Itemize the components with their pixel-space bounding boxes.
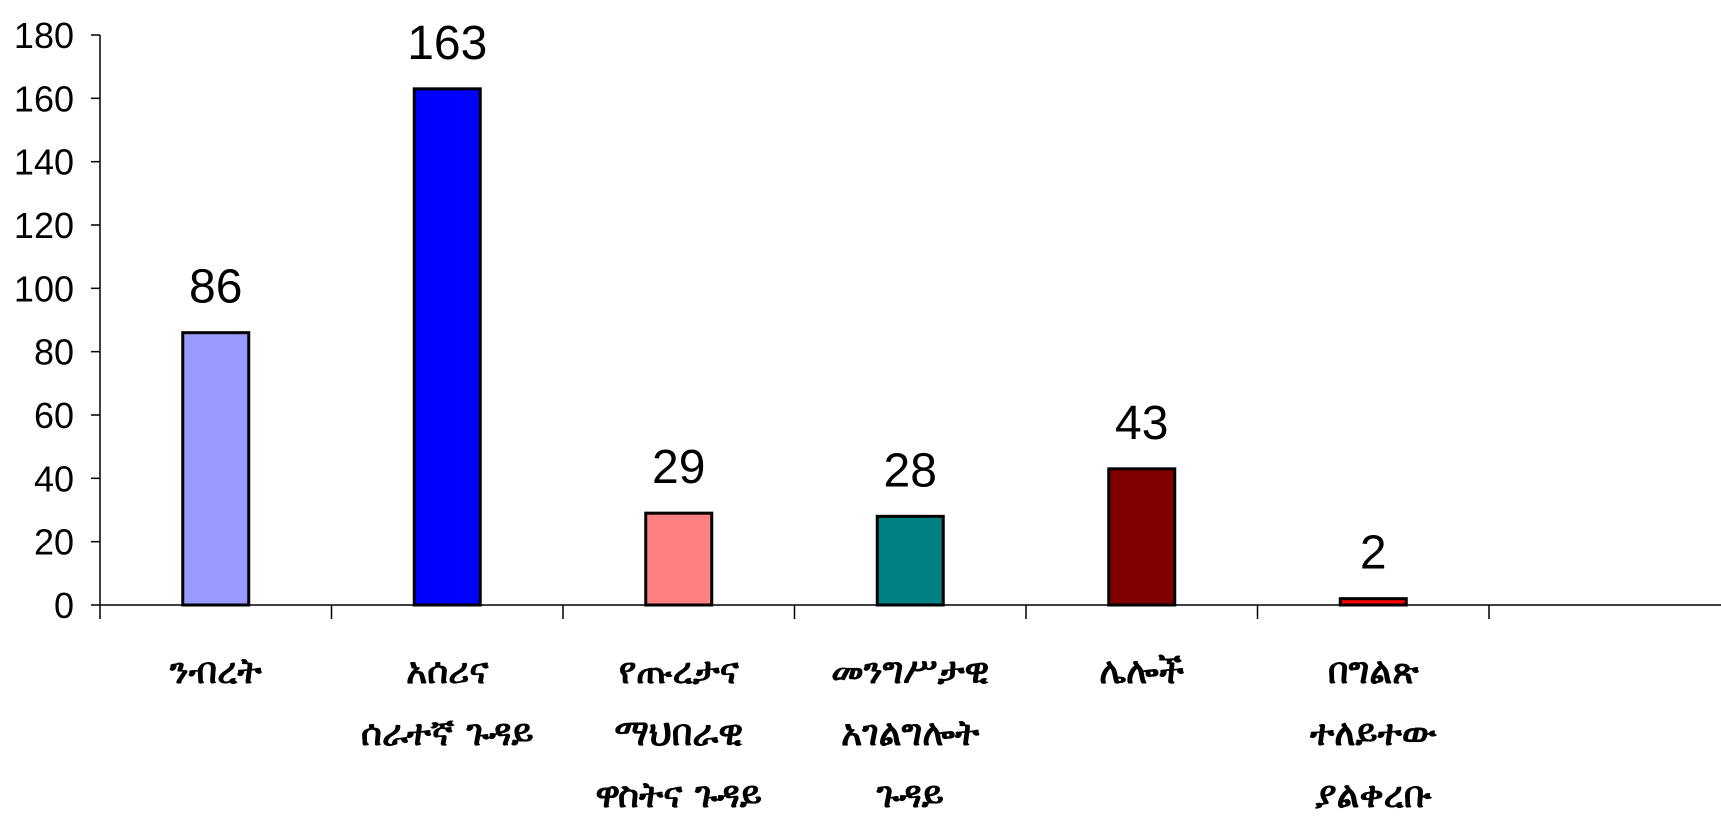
y-tick-label: 0 (54, 585, 74, 626)
y-tick-label: 60 (34, 395, 74, 436)
bar (1107, 467, 1177, 607)
bar (181, 331, 251, 607)
bar (875, 514, 945, 607)
data-label: 28 (884, 444, 937, 497)
x-category-label: የጡረታና ማህበራዊ ዋስትና ጉዳይ (595, 650, 763, 816)
y-tick-label: 140 (14, 142, 74, 183)
data-label: 2 (1360, 527, 1387, 580)
x-category-label: ሌሎች (1099, 650, 1185, 692)
x-category-label: መንግሥታዊ አገልግሎት ጉዳይ (831, 650, 990, 816)
bars (181, 87, 1408, 607)
y-tick-label: 120 (14, 205, 74, 246)
data-labels: 86 163 29 28 43 2 (189, 17, 1387, 580)
bar (644, 511, 714, 607)
y-tick-label: 160 (14, 78, 74, 119)
y-tick-label: 180 (14, 15, 74, 56)
bar (1338, 597, 1408, 607)
bar (412, 87, 482, 607)
data-label: 29 (652, 441, 705, 494)
y-tick-label: 20 (34, 522, 74, 563)
x-category-label: አሰሪና ሰራተኛ ጉዳይ (360, 650, 534, 754)
data-label: 43 (1115, 397, 1168, 450)
data-label: 163 (407, 17, 487, 70)
y-tick-label: 100 (14, 268, 74, 309)
x-category-label: በግልጽ ተለይተው ያልቀረቡ (1310, 650, 1437, 816)
x-category-label: ንብረት (169, 650, 262, 692)
x-axis (99, 604, 1721, 619)
y-axis: 0 20 40 60 80 100 120 140 160 180 (14, 15, 101, 626)
y-tick-label: 80 (34, 332, 74, 373)
y-tick-label: 40 (34, 458, 74, 499)
data-label: 86 (189, 261, 242, 314)
